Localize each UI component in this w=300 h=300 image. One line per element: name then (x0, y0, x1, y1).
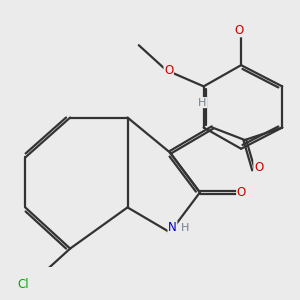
Text: N: N (168, 221, 177, 234)
Text: H: H (198, 98, 207, 108)
Text: O: O (254, 161, 263, 174)
Text: Cl: Cl (17, 278, 29, 292)
Text: O: O (234, 24, 243, 37)
Text: H: H (181, 224, 189, 233)
Text: O: O (164, 64, 173, 77)
Text: O: O (237, 186, 246, 199)
